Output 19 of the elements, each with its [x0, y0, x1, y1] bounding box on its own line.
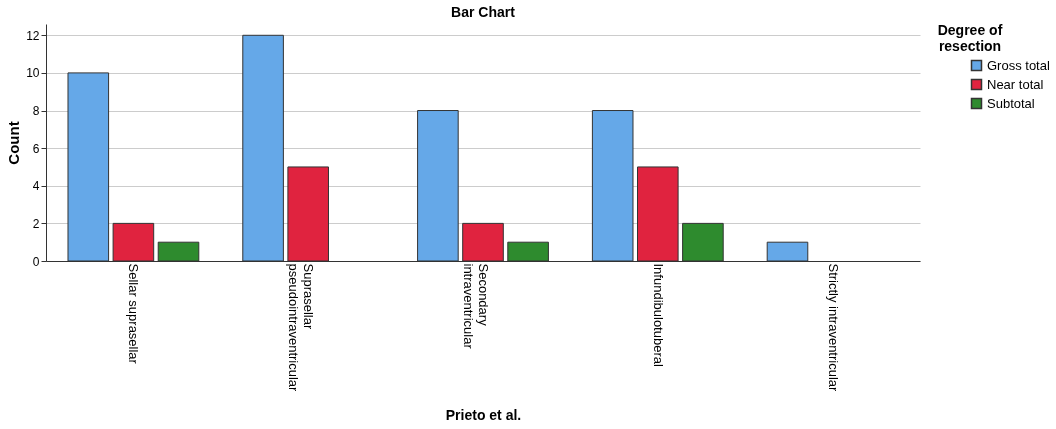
legend-title: Degree of resection: [937, 22, 1003, 54]
y-tick-label: 12: [26, 28, 40, 43]
x-tick-label: Strictly intraventricular: [825, 263, 841, 393]
x-axis-title: Prieto et al.: [445, 407, 522, 424]
legend-label: Near total: [987, 76, 1044, 92]
chart-title: Bar Chart: [451, 4, 516, 20]
y-tick-label: 2: [32, 216, 40, 231]
x-tick-label: Sellar suprasellar: [126, 263, 142, 365]
legend-label: Gross total: [987, 57, 1050, 73]
y-tick-label: 6: [32, 141, 40, 156]
x-tick-label: Infundibulotuberal: [650, 263, 666, 367]
y-tick-label: 8: [32, 104, 40, 119]
y-tick-label: 4: [32, 179, 40, 194]
x-tick-label: Secondary intraventricular: [461, 263, 491, 350]
x-tick-label: Suprasellar pseudointraventricular: [286, 263, 317, 393]
legend-label: Subtotal: [987, 95, 1035, 111]
y-axis-title: Count: [5, 121, 23, 165]
y-tick-label: 0: [32, 254, 40, 269]
y-tick-label: 10: [26, 66, 40, 81]
